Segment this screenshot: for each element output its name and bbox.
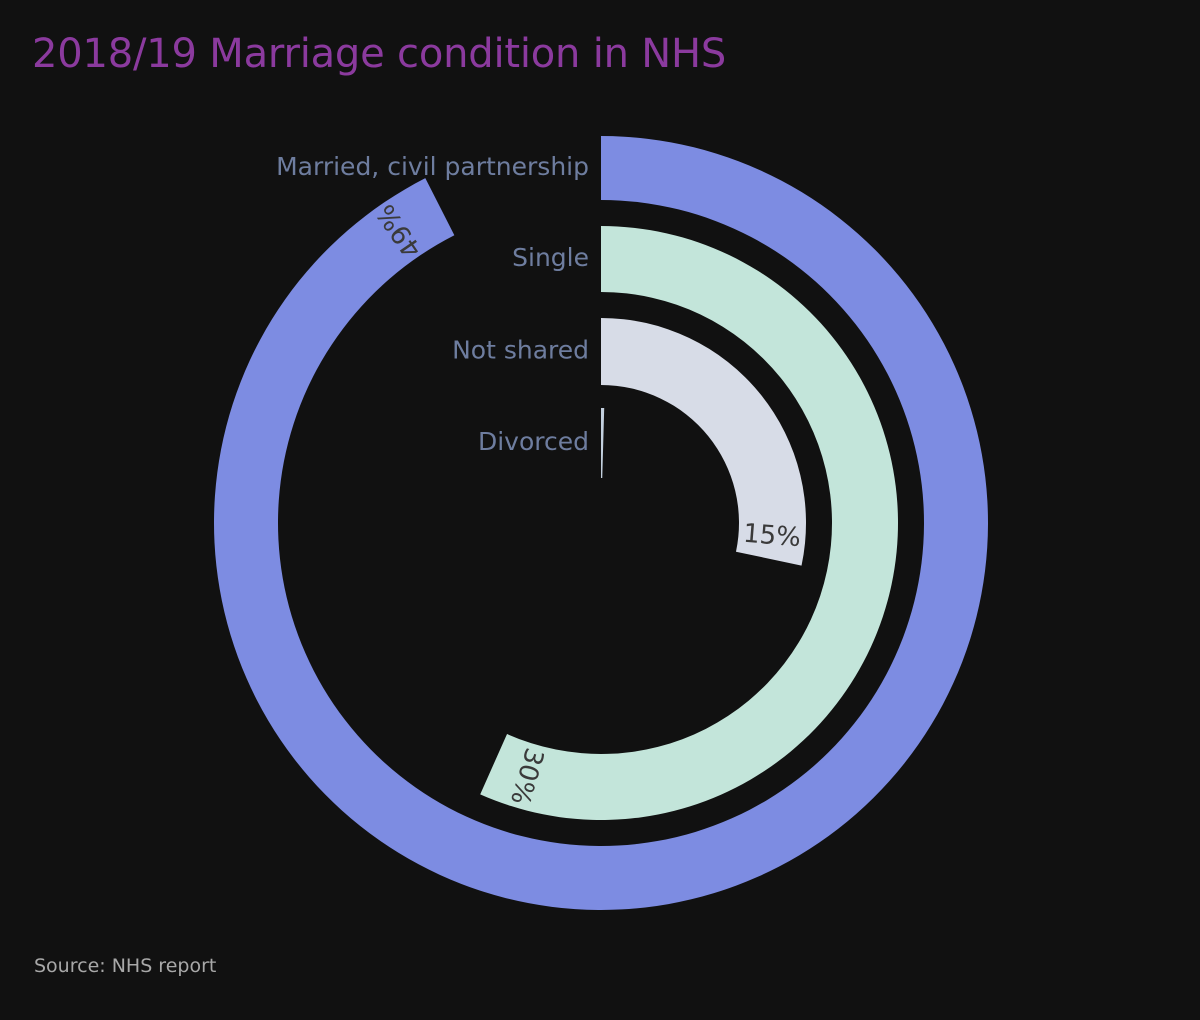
category-label: Divorced xyxy=(478,427,589,456)
arcs-layer xyxy=(214,136,989,910)
category-labels-layer: Married, civil partnership Single Not shar… xyxy=(276,152,589,456)
radial-bar-segment[interactable] xyxy=(480,226,899,820)
page-title: 2018/19 Marriage condition in NHS xyxy=(32,31,727,77)
category-label: Not shared xyxy=(452,336,589,365)
radial-bar-segment[interactable] xyxy=(601,318,806,566)
category-label: Married, civil partnership xyxy=(276,152,589,181)
category-label: Single xyxy=(512,243,589,272)
value-label: 15% xyxy=(742,519,802,553)
source-note: Source: NHS report xyxy=(34,955,217,977)
radial-bar-segment[interactable] xyxy=(601,408,605,479)
